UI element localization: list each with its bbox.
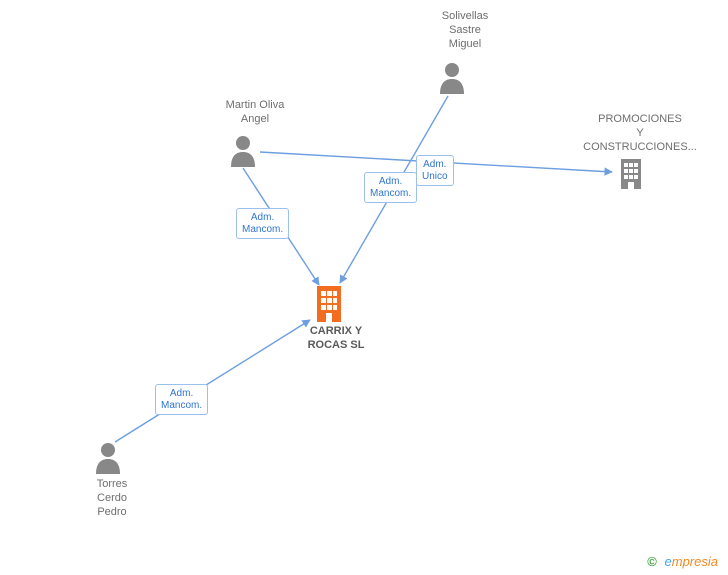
watermark: © empresia	[647, 554, 718, 569]
node-label-solivellas: Solivellas Sastre Miguel	[430, 10, 500, 51]
person-icon	[438, 62, 466, 94]
edge-label: Adm. Mancom.	[155, 384, 208, 415]
node-label-carrix: CARRIX Y ROCAS SL	[295, 325, 377, 353]
edge-label: Adm. Mancom.	[236, 208, 289, 239]
diagram-canvas: Solivellas Sastre Miguel Martin Oliva An…	[0, 0, 728, 575]
brand-name: empresia	[665, 554, 718, 569]
edge-label: Adm. Unico	[416, 155, 454, 186]
copyright-symbol: ©	[647, 554, 657, 569]
edge-label: Adm. Mancom.	[364, 172, 417, 203]
person-icon	[94, 442, 122, 474]
building-icon	[313, 286, 345, 322]
node-label-martin: Martin Oliva Angel	[210, 99, 300, 127]
person-icon	[229, 135, 257, 167]
node-label-promociones: PROMOCIONES Y CONSTRUCCIONES...	[565, 113, 715, 154]
building-icon	[618, 159, 644, 189]
node-label-torres: Torres Cerdo Pedro	[82, 478, 142, 519]
